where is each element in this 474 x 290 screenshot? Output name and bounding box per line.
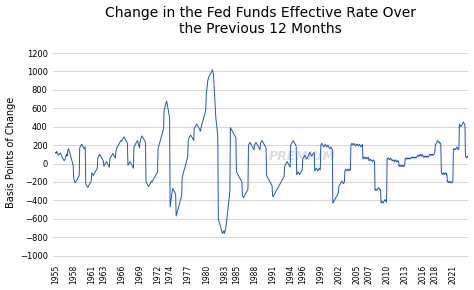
- Y-axis label: Basis Points of Change: Basis Points of Change: [6, 96, 16, 208]
- Title: Change in the Fed Funds Effective Rate Over
the Previous 12 Months: Change in the Fed Funds Effective Rate O…: [105, 6, 416, 36]
- Text: PREMIUM: PREMIUM: [269, 150, 336, 163]
